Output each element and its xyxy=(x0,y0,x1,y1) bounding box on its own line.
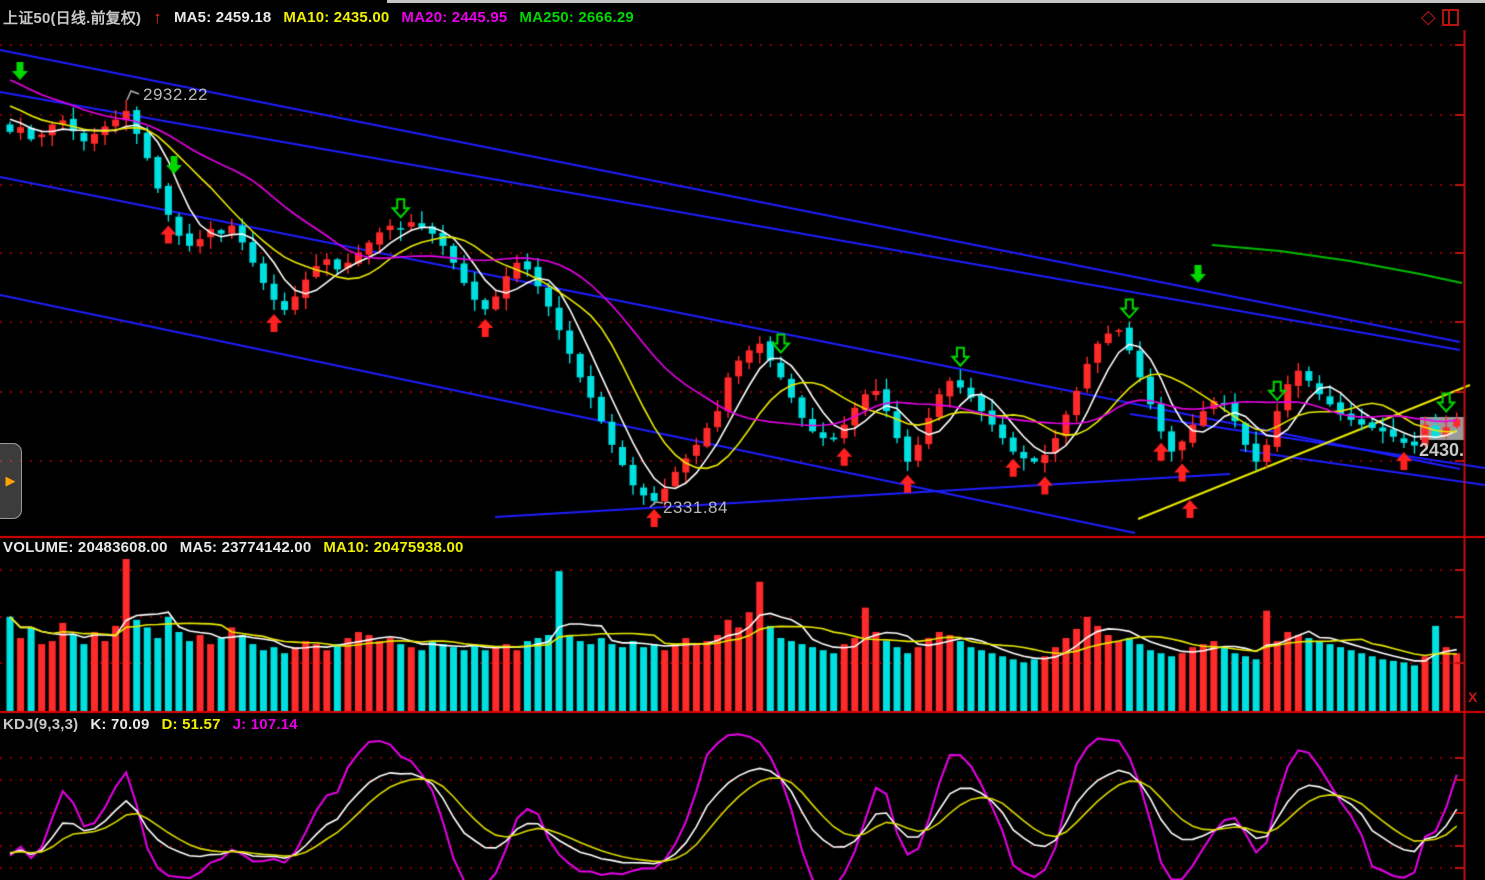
volume-value: VOLUME: 20483608.00 xyxy=(3,539,168,556)
volume-ma5-value: MA5: 23774142.00 xyxy=(179,539,312,556)
instrument-title: 上证50(日线.前复权) xyxy=(3,10,142,27)
high-price-annotation: 2932.22 xyxy=(143,85,208,104)
window-edge-artifact xyxy=(387,0,1485,3)
volume-pane-header: VOLUME: 20483608.00 MA5: 23774142.00 MA1… xyxy=(3,539,464,556)
price-pane-header: 上证50(日线.前复权) ↑ MA5: 2459.18 MA10: 2435.0… xyxy=(3,7,634,28)
split-window-icon[interactable] xyxy=(1441,9,1459,26)
diamond-icon[interactable]: ◇ xyxy=(1421,7,1436,28)
window-controls: ◇ xyxy=(1421,8,1459,27)
kdj-name: KDJ(9,3,3) xyxy=(3,716,79,733)
expand-arrow-icon: ▶ xyxy=(5,473,16,488)
ma10-value: MA10: 2435.00 xyxy=(283,9,390,26)
kdj-k-value: K: 70.09 xyxy=(90,716,150,733)
kdj-pane-header: KDJ(9,3,3) K: 70.09 D: 51.57 J: 107.14 xyxy=(3,716,298,733)
ma5-value: MA5: 2459.18 xyxy=(173,9,272,26)
kdj-d-value: D: 51.57 xyxy=(161,716,221,733)
ma20-value: MA20: 2445.95 xyxy=(401,9,508,26)
pane-close-button[interactable]: X xyxy=(1468,689,1478,705)
ma250-value: MA250: 2666.29 xyxy=(519,9,634,26)
last-price-label: 2430. xyxy=(1419,440,1465,460)
trend-up-icon: ↑ xyxy=(153,7,162,27)
kdj-j-value: J: 107.14 xyxy=(232,716,298,733)
panel-expand-tab[interactable]: ▶ xyxy=(0,443,22,519)
low-price-annotation: 2331.84 xyxy=(663,498,728,517)
volume-ma10-value: MA10: 20475938.00 xyxy=(323,539,464,556)
